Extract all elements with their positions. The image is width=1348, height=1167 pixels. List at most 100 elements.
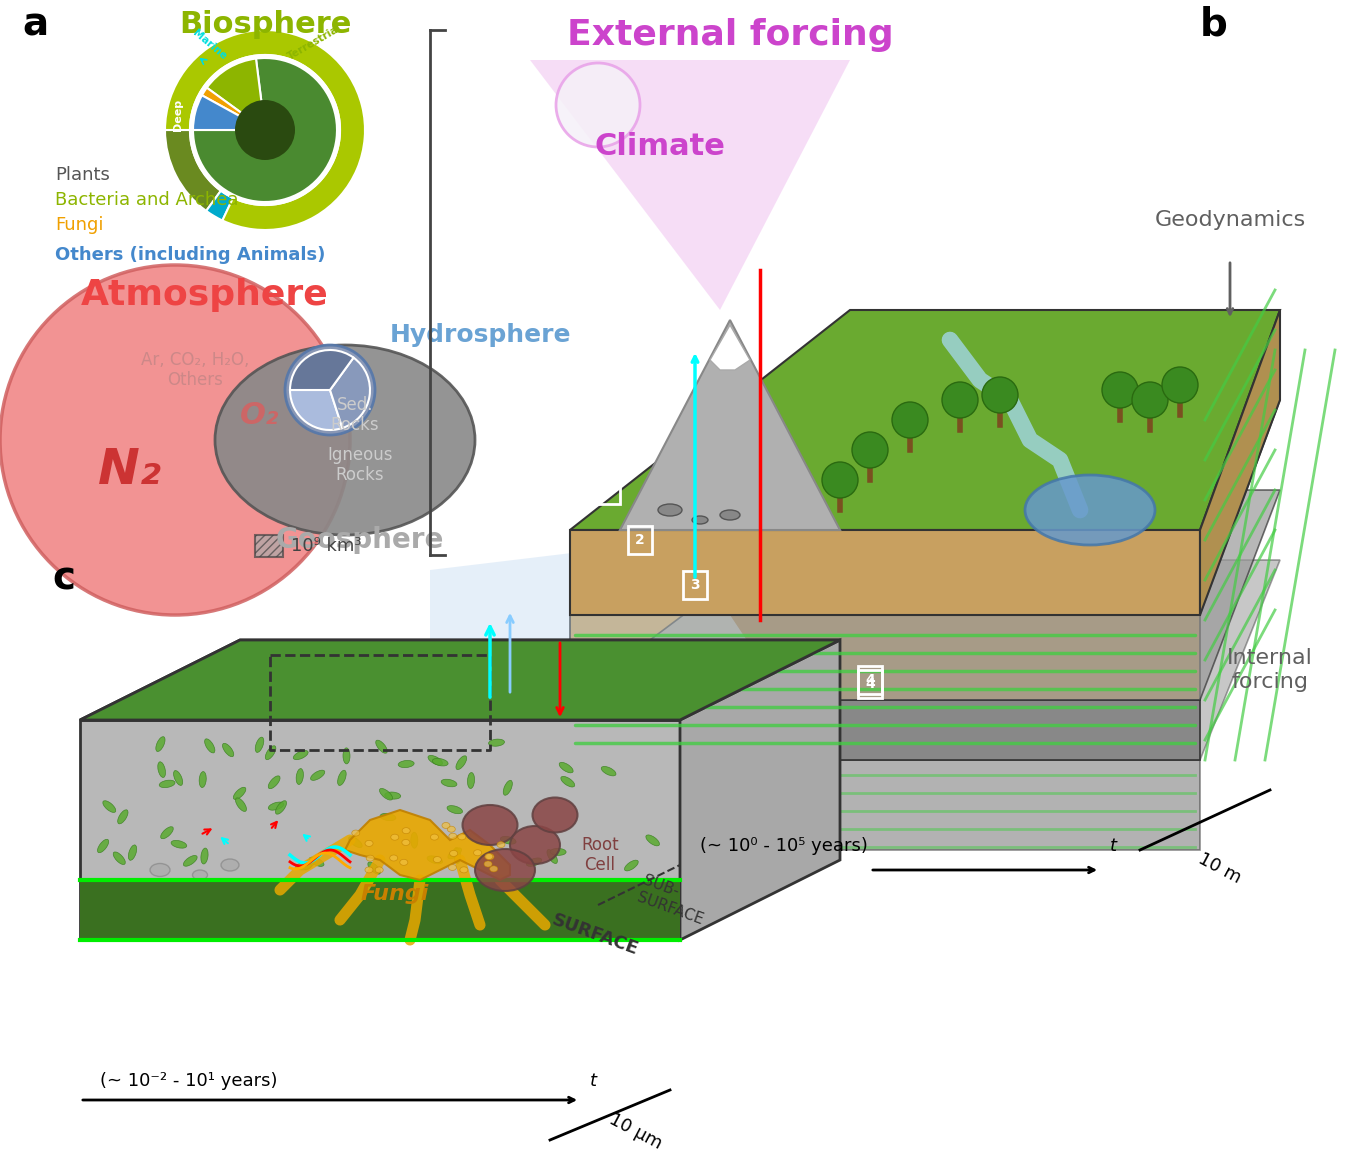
Wedge shape	[206, 58, 266, 130]
Ellipse shape	[402, 827, 410, 833]
Ellipse shape	[156, 736, 164, 752]
Bar	[857, 670, 882, 698]
Text: 1: 1	[603, 483, 613, 497]
Ellipse shape	[380, 813, 396, 820]
Ellipse shape	[646, 834, 659, 846]
Ellipse shape	[309, 857, 324, 866]
Ellipse shape	[561, 776, 574, 787]
Circle shape	[1132, 382, 1167, 418]
Ellipse shape	[159, 781, 175, 788]
Text: Geosphere: Geosphere	[276, 526, 445, 554]
Ellipse shape	[398, 761, 414, 768]
Ellipse shape	[200, 771, 206, 788]
Ellipse shape	[441, 780, 457, 787]
Ellipse shape	[222, 743, 233, 756]
Text: Others (including Animals): Others (including Animals)	[55, 246, 325, 264]
Circle shape	[1103, 372, 1138, 408]
Ellipse shape	[367, 855, 375, 861]
Wedge shape	[206, 190, 233, 221]
Text: External forcing: External forcing	[566, 18, 894, 53]
Circle shape	[892, 401, 927, 438]
Text: 10⁹ km³: 10⁹ km³	[291, 537, 361, 555]
Wedge shape	[164, 30, 365, 230]
Text: Bacteria and Archea: Bacteria and Archea	[55, 191, 239, 209]
Ellipse shape	[547, 850, 558, 864]
Text: Atmosphere: Atmosphere	[81, 278, 329, 312]
Ellipse shape	[352, 830, 360, 836]
Ellipse shape	[484, 861, 492, 867]
Circle shape	[235, 100, 295, 160]
Ellipse shape	[183, 855, 197, 866]
Ellipse shape	[488, 739, 504, 746]
Circle shape	[981, 377, 1018, 413]
Ellipse shape	[433, 759, 448, 766]
Text: (~ 10⁰ - 10⁵ years): (~ 10⁰ - 10⁵ years)	[700, 837, 868, 855]
Ellipse shape	[233, 788, 245, 799]
Polygon shape	[570, 560, 1281, 760]
Polygon shape	[80, 880, 679, 939]
Ellipse shape	[342, 748, 350, 764]
Ellipse shape	[503, 781, 512, 795]
Circle shape	[822, 462, 857, 498]
Text: Plants: Plants	[55, 166, 111, 184]
Ellipse shape	[390, 855, 398, 861]
Ellipse shape	[474, 850, 535, 890]
Polygon shape	[1200, 310, 1281, 615]
Polygon shape	[570, 530, 1200, 615]
Ellipse shape	[430, 834, 438, 840]
Ellipse shape	[510, 826, 559, 864]
Bar	[596, 476, 620, 504]
Polygon shape	[679, 640, 840, 939]
Ellipse shape	[449, 865, 457, 871]
Ellipse shape	[429, 755, 442, 766]
Ellipse shape	[450, 851, 457, 857]
Text: 10 m: 10 m	[1196, 850, 1244, 887]
Polygon shape	[430, 540, 820, 750]
Circle shape	[555, 63, 640, 147]
Ellipse shape	[365, 867, 373, 873]
Ellipse shape	[411, 832, 418, 848]
Polygon shape	[345, 810, 510, 880]
Wedge shape	[330, 357, 369, 428]
Ellipse shape	[158, 762, 166, 777]
Text: a: a	[22, 5, 49, 43]
Ellipse shape	[214, 345, 474, 534]
Ellipse shape	[456, 756, 466, 769]
Text: Fungi: Fungi	[361, 883, 429, 904]
Text: SUB-
SURFACE: SUB- SURFACE	[635, 873, 712, 927]
Ellipse shape	[384, 792, 400, 799]
Ellipse shape	[532, 797, 577, 832]
Ellipse shape	[391, 834, 399, 840]
Polygon shape	[80, 640, 840, 720]
Text: t: t	[1109, 837, 1117, 855]
Text: Deep: Deep	[173, 99, 183, 131]
Ellipse shape	[365, 840, 373, 846]
Ellipse shape	[453, 847, 461, 864]
Ellipse shape	[468, 773, 474, 789]
Polygon shape	[710, 324, 749, 370]
Ellipse shape	[255, 738, 264, 753]
Ellipse shape	[128, 845, 136, 860]
Ellipse shape	[117, 810, 128, 824]
Ellipse shape	[427, 855, 442, 864]
Ellipse shape	[1024, 475, 1155, 545]
Ellipse shape	[559, 762, 573, 773]
Text: b: b	[1200, 5, 1228, 43]
Wedge shape	[290, 390, 342, 429]
Text: 4: 4	[865, 677, 875, 691]
Bar	[628, 526, 652, 554]
Text: 3: 3	[690, 578, 700, 592]
Text: Terrestrial: Terrestrial	[286, 22, 344, 62]
Ellipse shape	[337, 770, 346, 785]
FancyBboxPatch shape	[255, 534, 283, 557]
Ellipse shape	[458, 834, 466, 840]
Circle shape	[942, 382, 979, 418]
Ellipse shape	[380, 789, 392, 801]
Text: O₂: O₂	[240, 400, 279, 429]
Ellipse shape	[460, 867, 468, 873]
Ellipse shape	[303, 858, 315, 871]
Text: 2: 2	[635, 533, 644, 547]
Ellipse shape	[205, 739, 214, 753]
Ellipse shape	[433, 857, 441, 862]
Ellipse shape	[527, 858, 542, 866]
